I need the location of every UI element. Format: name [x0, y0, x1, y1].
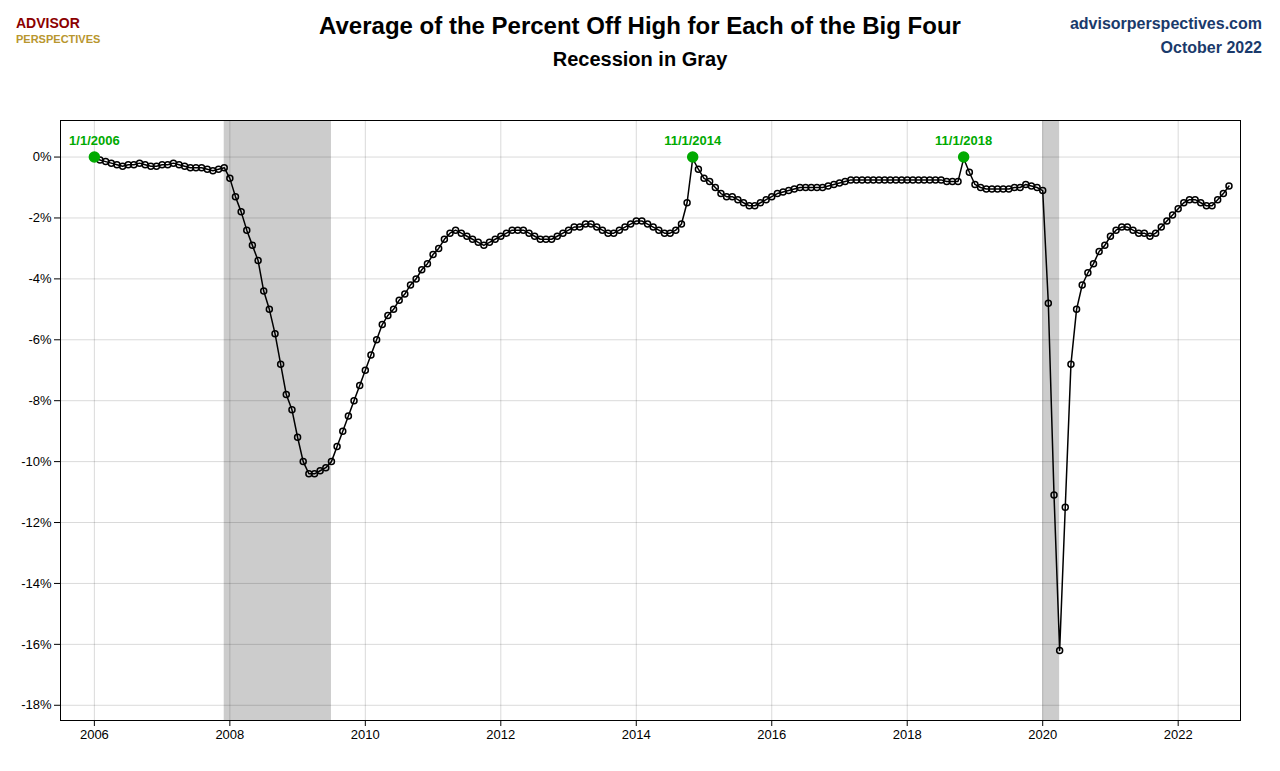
svg-text:0%: 0%: [33, 149, 52, 164]
svg-text:-8%: -8%: [28, 393, 52, 408]
html-text:ADVISOR: ADVISOR: [16, 15, 80, 31]
svg-text:-14%: -14%: [21, 576, 52, 591]
svg-text:2012: 2012: [486, 727, 515, 742]
svg-text:11/1/2014: 11/1/2014: [664, 133, 722, 148]
html-text:advisorperspectives.com: advisorperspectives.com: [1069, 15, 1262, 32]
html-text:PERSPECTIVES: PERSPECTIVES: [16, 33, 101, 46]
svg-text:2016: 2016: [757, 727, 786, 742]
svg-text:2010: 2010: [351, 727, 380, 742]
svg-text:-16%: -16%: [21, 637, 52, 652]
html-text:Recession in Gray: Recession in Gray: [552, 48, 728, 70]
svg-text:-2%: -2%: [28, 210, 52, 225]
svg-text:-18%: -18%: [21, 697, 52, 712]
svg-text:-6%: -6%: [28, 332, 52, 347]
svg-text:-10%: -10%: [21, 454, 52, 469]
svg-text:2018: 2018: [893, 727, 922, 742]
svg-text:1/1/2006: 1/1/2006: [69, 133, 120, 148]
svg-text:2008: 2008: [215, 727, 244, 742]
svg-text:2022: 2022: [1164, 727, 1193, 742]
svg-text:2006: 2006: [80, 727, 109, 742]
svg-text:11/1/2018: 11/1/2018: [935, 133, 992, 148]
svg-text:2020: 2020: [1028, 727, 1057, 742]
svg-text:-4%: -4%: [28, 271, 52, 286]
html-text:Average of the Percent Off Hig: Average of the Percent Off High for Each…: [319, 12, 961, 39]
svg-text:2014: 2014: [622, 727, 651, 742]
html-text:October 2022: October 2022: [1160, 39, 1262, 56]
svg-text:-12%: -12%: [21, 515, 52, 530]
